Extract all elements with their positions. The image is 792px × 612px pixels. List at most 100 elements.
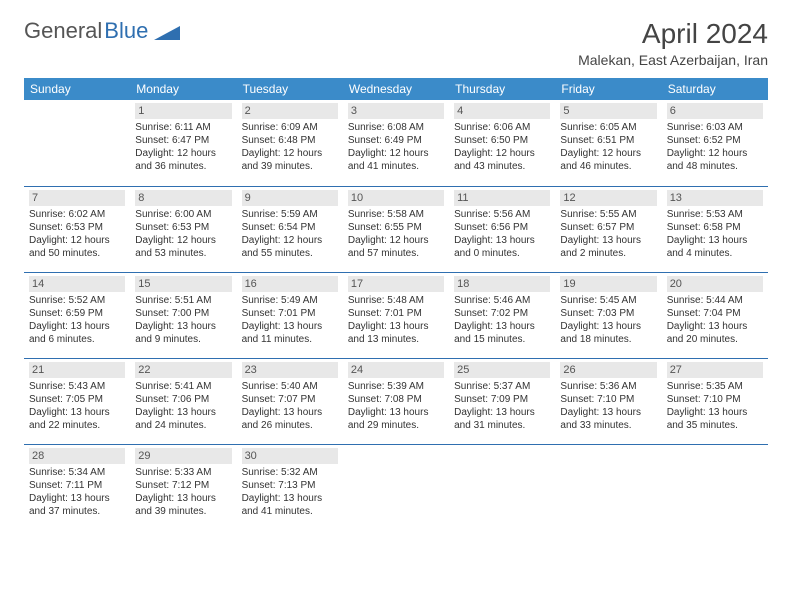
day-info-line: Sunrise: 5:44 AM: [667, 294, 763, 307]
day-number: 30: [242, 448, 338, 464]
day-info-line: Daylight: 13 hours: [242, 406, 338, 419]
day-info-line: Sunrise: 5:45 AM: [560, 294, 656, 307]
day-number: 17: [348, 276, 444, 292]
day-info-line: Sunrise: 5:39 AM: [348, 380, 444, 393]
day-number: 10: [348, 190, 444, 206]
day-info-line: Sunset: 7:10 PM: [560, 393, 656, 406]
day-info-line: Sunrise: 6:08 AM: [348, 121, 444, 134]
day-info-line: and 20 minutes.: [667, 333, 763, 346]
day-info-line: Sunset: 7:06 PM: [135, 393, 231, 406]
day-info-line: and 41 minutes.: [242, 505, 338, 518]
day-info-line: Daylight: 12 hours: [348, 234, 444, 247]
day-info-line: Sunrise: 5:53 AM: [667, 208, 763, 221]
day-info-line: Sunrise: 5:48 AM: [348, 294, 444, 307]
day-number: 1: [135, 103, 231, 119]
day-info-line: and 39 minutes.: [242, 160, 338, 173]
day-number: 18: [454, 276, 550, 292]
day-info-line: and 15 minutes.: [454, 333, 550, 346]
day-info-line: and 2 minutes.: [560, 247, 656, 260]
logo: GeneralBlue: [24, 18, 180, 44]
logo-text-1: General: [24, 18, 102, 44]
calendar-day-cell: 28Sunrise: 5:34 AMSunset: 7:11 PMDayligh…: [24, 444, 130, 530]
day-info-line: Daylight: 13 hours: [667, 234, 763, 247]
day-number: 9: [242, 190, 338, 206]
title-block: April 2024 Malekan, East Azerbaijan, Ira…: [578, 18, 768, 68]
calendar-day-cell: 12 Sunrise: 5:55 AMSunset: 6:57 PMDayligh…: [555, 186, 661, 272]
day-info-line: and 57 minutes.: [348, 247, 444, 260]
calendar-day-cell: 20Sunrise: 5:44 AMSunset: 7:04 PMDayligh…: [662, 272, 768, 358]
calendar-day-cell: 2Sunrise: 6:09 AMSunset: 6:48 PMDaylight…: [237, 100, 343, 186]
calendar-page: GeneralBlue April 2024 Malekan, East Aze…: [0, 0, 792, 548]
day-info-line: Sunset: 6:57 PM: [560, 221, 656, 234]
calendar-week-row: 28Sunrise: 5:34 AMSunset: 7:11 PMDayligh…: [24, 444, 768, 530]
day-info-line: Sunset: 6:53 PM: [29, 221, 125, 234]
day-info-line: Sunset: 6:47 PM: [135, 134, 231, 147]
day-info-line: and 50 minutes.: [29, 247, 125, 260]
weekday-header: Thursday: [449, 78, 555, 100]
day-info-line: Sunrise: 5:34 AM: [29, 466, 125, 479]
calendar-day-cell: 7Sunrise: 6:02 AMSunset: 6:53 PMDaylight…: [24, 186, 130, 272]
calendar-day-cell: 14Sunrise: 5:52 AMSunset: 6:59 PMDayligh…: [24, 272, 130, 358]
weekday-header: Wednesday: [343, 78, 449, 100]
day-number: 16: [242, 276, 338, 292]
day-info-line: Sunset: 7:01 PM: [348, 307, 444, 320]
calendar-day-cell: 1Sunrise: 6:11 AMSunset: 6:47 PMDaylight…: [130, 100, 236, 186]
day-info-line: Daylight: 13 hours: [29, 492, 125, 505]
day-info-line: Sunrise: 6:00 AM: [135, 208, 231, 221]
day-number: 28: [29, 448, 125, 464]
day-info-line: Sunset: 6:55 PM: [348, 221, 444, 234]
day-info-line: and 41 minutes.: [348, 160, 444, 173]
day-info-line: Sunset: 6:48 PM: [242, 134, 338, 147]
page-header: GeneralBlue April 2024 Malekan, East Aze…: [24, 18, 768, 68]
day-info-line: Sunrise: 5:51 AM: [135, 294, 231, 307]
logo-triangle-icon: [154, 22, 180, 40]
day-info-line: Daylight: 13 hours: [135, 492, 231, 505]
day-info-line: Sunset: 6:50 PM: [454, 134, 550, 147]
day-info-line: Sunrise: 5:41 AM: [135, 380, 231, 393]
day-info-line: Sunset: 7:09 PM: [454, 393, 550, 406]
day-info-line: Sunrise: 5:55 AM: [560, 208, 656, 221]
day-info-line: and 0 minutes.: [454, 247, 550, 260]
day-info-line: and 48 minutes.: [667, 160, 763, 173]
calendar-day-cell: 21Sunrise: 5:43 AMSunset: 7:05 PMDayligh…: [24, 358, 130, 444]
day-info-line: Daylight: 13 hours: [242, 492, 338, 505]
day-info-line: Daylight: 13 hours: [560, 234, 656, 247]
day-info-line: Sunrise: 5:32 AM: [242, 466, 338, 479]
day-info-line: Sunset: 6:51 PM: [560, 134, 656, 147]
calendar-day-cell: 22Sunrise: 5:41 AMSunset: 7:06 PMDayligh…: [130, 358, 236, 444]
day-info-line: Daylight: 13 hours: [560, 320, 656, 333]
calendar-day-cell: 6Sunrise: 6:03 AMSunset: 6:52 PMDaylight…: [662, 100, 768, 186]
day-info-line: Sunset: 6:56 PM: [454, 221, 550, 234]
day-info-line: Daylight: 13 hours: [667, 320, 763, 333]
calendar-week-row: 1Sunrise: 6:11 AMSunset: 6:47 PMDaylight…: [24, 100, 768, 186]
calendar-day-cell: 24Sunrise: 5:39 AMSunset: 7:08 PMDayligh…: [343, 358, 449, 444]
calendar-week-row: 7Sunrise: 6:02 AMSunset: 6:53 PMDaylight…: [24, 186, 768, 272]
day-info-line: and 18 minutes.: [560, 333, 656, 346]
day-number: 2: [242, 103, 338, 119]
day-info-line: and 39 minutes.: [135, 505, 231, 518]
day-info-line: Sunrise: 5:46 AM: [454, 294, 550, 307]
day-info-line: Sunrise: 6:03 AM: [667, 121, 763, 134]
day-number: 11: [454, 190, 550, 206]
day-number: 6: [667, 103, 763, 119]
day-info-line: Sunrise: 6:05 AM: [560, 121, 656, 134]
day-info-line: Sunrise: 5:59 AM: [242, 208, 338, 221]
month-title: April 2024: [578, 18, 768, 50]
day-number: 3: [348, 103, 444, 119]
calendar-day-cell: 19Sunrise: 5:45 AMSunset: 7:03 PMDayligh…: [555, 272, 661, 358]
calendar-day-cell: 9Sunrise: 5:59 AMSunset: 6:54 PMDaylight…: [237, 186, 343, 272]
calendar-day-cell: 23Sunrise: 5:40 AMSunset: 7:07 PMDayligh…: [237, 358, 343, 444]
calendar-table: Sunday Monday Tuesday Wednesday Thursday…: [24, 78, 768, 530]
weekday-header: Friday: [555, 78, 661, 100]
day-info-line: Sunset: 7:03 PM: [560, 307, 656, 320]
calendar-day-cell: 16Sunrise: 5:49 AMSunset: 7:01 PMDayligh…: [237, 272, 343, 358]
day-info-line: Sunset: 6:49 PM: [348, 134, 444, 147]
day-number: 12: [560, 190, 656, 206]
day-number: 21: [29, 362, 125, 378]
day-number: 26: [560, 362, 656, 378]
day-info-line: and 22 minutes.: [29, 419, 125, 432]
day-info-line: and 26 minutes.: [242, 419, 338, 432]
day-info-line: Daylight: 13 hours: [560, 406, 656, 419]
day-info-line: and 29 minutes.: [348, 419, 444, 432]
weekday-header: Tuesday: [237, 78, 343, 100]
